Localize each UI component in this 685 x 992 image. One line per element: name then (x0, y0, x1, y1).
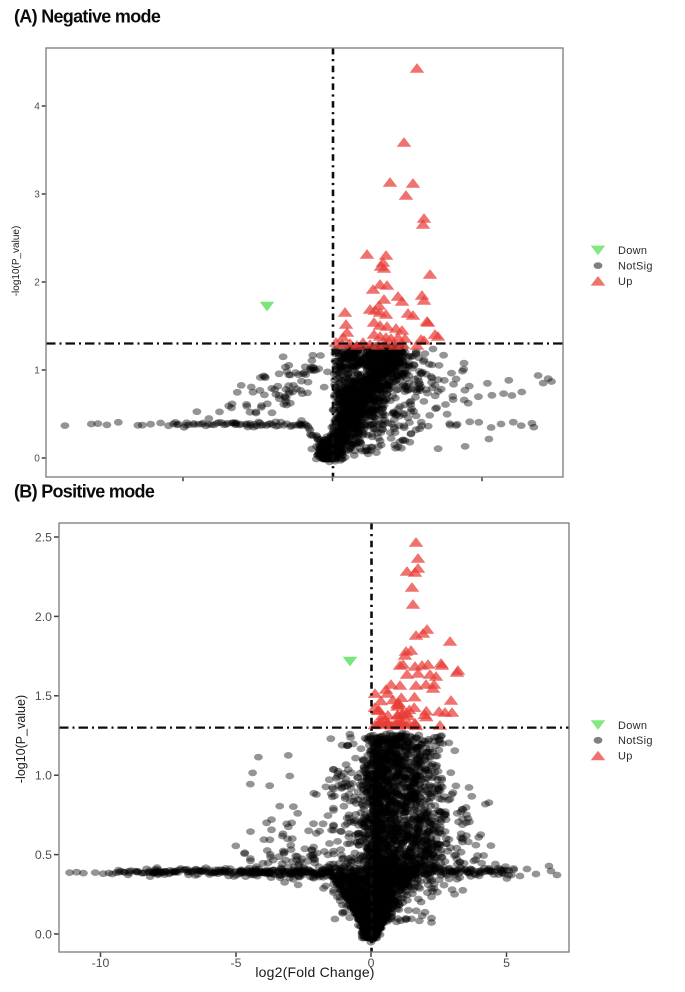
svg-text:Up: Up (618, 751, 633, 763)
svg-text:4: 4 (34, 102, 40, 113)
svg-text:log2(Fold Change): log2(Fold Change) (255, 964, 374, 980)
svg-text:NotSig: NotSig (618, 261, 653, 273)
svg-text:1: 1 (34, 366, 40, 377)
svg-text:2.0: 2.0 (35, 610, 52, 624)
svg-text:0.0: 0.0 (35, 927, 52, 941)
svg-text:1.0: 1.0 (35, 769, 52, 783)
svg-text:-log10(P_value): -log10(P_value) (11, 226, 22, 297)
svg-text:0: 0 (368, 956, 375, 970)
svg-text:Down: Down (618, 720, 647, 732)
svg-text:(B) Positive mode: (B) Positive mode (14, 482, 155, 502)
svg-text:NotSig: NotSig (618, 735, 653, 747)
svg-text:0: 0 (34, 454, 40, 465)
svg-text:Down: Down (618, 245, 647, 257)
svg-text:(A) Negative mode: (A) Negative mode (14, 6, 161, 26)
svg-text:2.5: 2.5 (35, 530, 52, 544)
svg-text:-10: -10 (92, 956, 110, 970)
svg-text:3: 3 (34, 190, 40, 201)
svg-text:0.5: 0.5 (35, 848, 52, 862)
svg-text:-log10(P_value): -log10(P_value) (14, 695, 28, 783)
svg-text:5: 5 (503, 956, 510, 970)
svg-text:-5: -5 (231, 956, 242, 970)
svg-text:1.5: 1.5 (35, 689, 52, 703)
svg-text:Up: Up (618, 276, 633, 288)
svg-text:2: 2 (34, 278, 40, 289)
